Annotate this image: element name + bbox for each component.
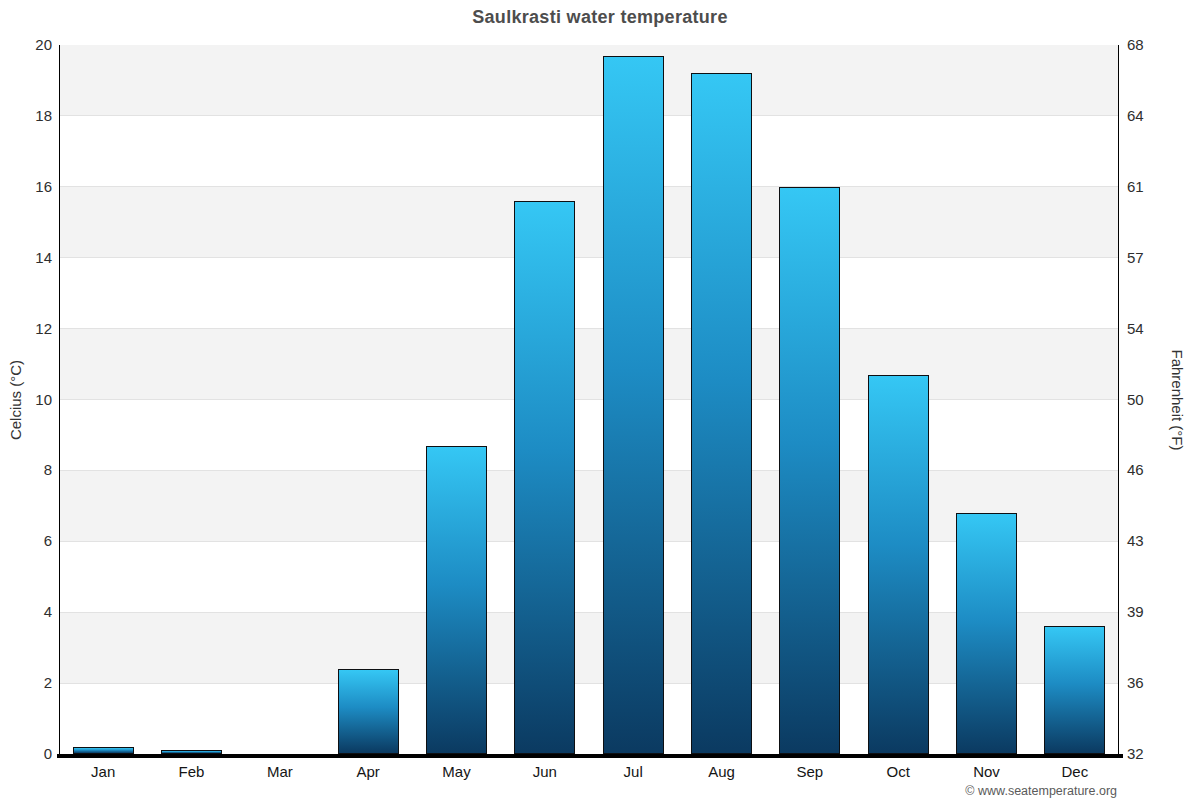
x-tick-jul: Jul — [624, 763, 643, 780]
x-tick-sep: Sep — [796, 763, 823, 780]
y-axis-left-line — [59, 45, 60, 754]
y-tick-fahrenheit: 50 — [1127, 391, 1144, 409]
y-tick-fahrenheit: 68 — [1127, 36, 1144, 54]
x-tick-may: May — [442, 763, 470, 780]
x-tick-dec: Dec — [1061, 763, 1088, 780]
y-tick-fahrenheit: 43 — [1127, 532, 1144, 550]
y-tick-fahrenheit: 64 — [1127, 107, 1144, 125]
bar-aug[interactable] — [691, 73, 752, 754]
y-tick-fahrenheit: 39 — [1127, 603, 1144, 621]
y-tick-celsius: 20 — [0, 36, 52, 54]
x-tick-feb: Feb — [179, 763, 205, 780]
x-axis-labels: Jan Feb Mar Apr May Jun Jul Aug Sep Oct Nov Dec — [59, 763, 1119, 783]
gridline — [59, 328, 1119, 329]
bar-jul[interactable] — [603, 56, 664, 754]
y-tick-celsius: 16 — [0, 178, 52, 196]
bar-jan[interactable] — [73, 747, 134, 754]
y-tick-celsius: 0 — [0, 745, 52, 763]
chart-title: Saulkrasti water temperature — [0, 7, 1200, 28]
gridline — [59, 115, 1119, 116]
x-tick-oct: Oct — [886, 763, 909, 780]
y-tick-celsius: 6 — [0, 532, 52, 550]
bar-oct[interactable] — [868, 375, 929, 754]
x-tick-mar: Mar — [267, 763, 293, 780]
y-tick-celsius: 10 — [0, 391, 52, 409]
bar-may[interactable] — [426, 446, 487, 754]
y-tick-celsius: 12 — [0, 320, 52, 338]
gridline — [59, 186, 1119, 187]
y-tick-fahrenheit: 32 — [1127, 745, 1144, 763]
x-tick-jun: Jun — [533, 763, 557, 780]
bar-apr[interactable] — [338, 669, 399, 754]
gridline — [59, 257, 1119, 258]
bar-nov[interactable] — [956, 513, 1017, 754]
plot-band — [59, 45, 1119, 116]
y-tick-celsius: 18 — [0, 107, 52, 125]
bar-dec[interactable] — [1044, 626, 1105, 754]
y-tick-fahrenheit: 57 — [1127, 249, 1144, 267]
y-tick-celsius: 4 — [0, 603, 52, 621]
y-axis-ticks-celsius: 02468101214161820 — [0, 45, 52, 754]
x-tick-aug: Aug — [708, 763, 735, 780]
x-tick-apr: Apr — [356, 763, 379, 780]
copyright-note[interactable]: © www.seatemperature.org — [0, 784, 1117, 798]
y-tick-fahrenheit: 61 — [1127, 178, 1144, 196]
y-tick-celsius: 14 — [0, 249, 52, 267]
x-tick-jan: Jan — [91, 763, 115, 780]
x-tick-nov: Nov — [973, 763, 1000, 780]
y-tick-celsius: 2 — [0, 674, 52, 692]
plot-area — [59, 45, 1119, 754]
y-tick-fahrenheit: 54 — [1127, 320, 1144, 338]
y-tick-fahrenheit: 46 — [1127, 461, 1144, 479]
y-axis-right-line — [1118, 45, 1119, 754]
bar-sep[interactable] — [779, 187, 840, 754]
bar-jun[interactable] — [514, 201, 575, 754]
plot-band — [59, 329, 1119, 400]
y-tick-fahrenheit: 36 — [1127, 674, 1144, 692]
y-axis-ticks-fahrenheit: 3236394346505457616468 — [1127, 45, 1187, 754]
x-axis-line — [57, 754, 1123, 758]
gridline — [59, 470, 1119, 471]
y-tick-celsius: 8 — [0, 461, 52, 479]
gridline — [59, 399, 1119, 400]
plot-band — [59, 187, 1119, 258]
